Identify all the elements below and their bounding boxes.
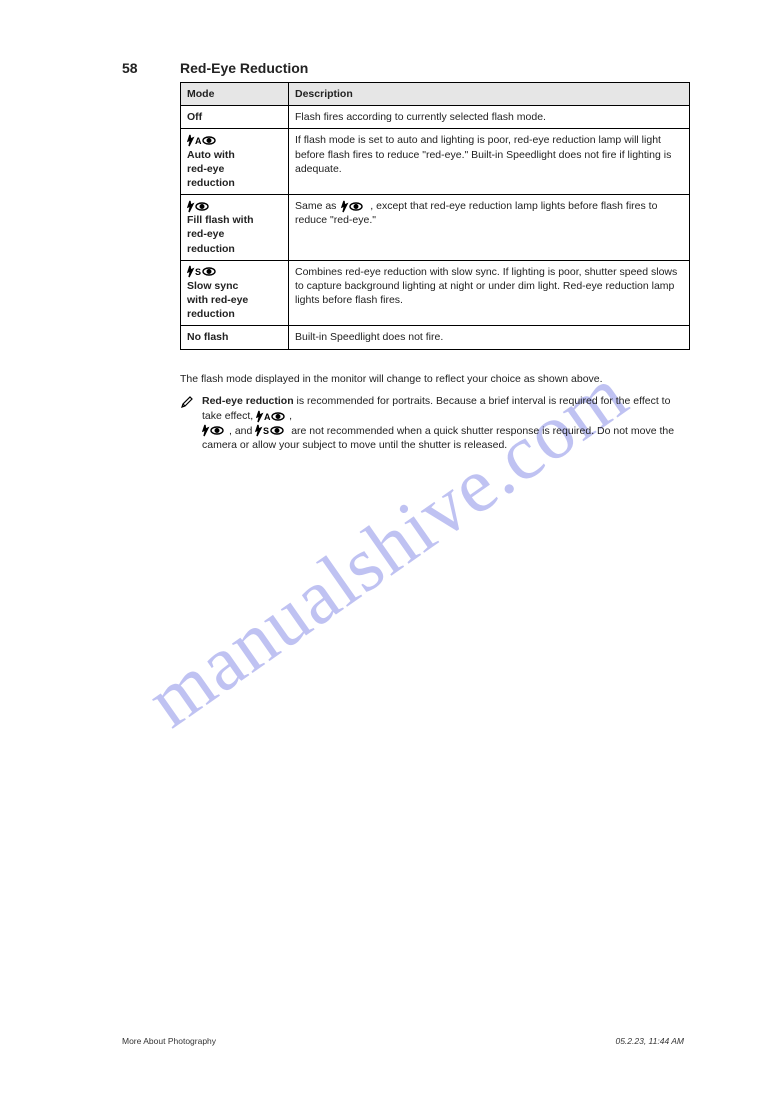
table-row: S Slow syncwith red-eyereduction Combine… (181, 260, 690, 326)
tip-text: Red-eye reduction is recommended for por… (202, 394, 690, 453)
flash-auto-redeye-icon: A (256, 410, 286, 423)
reflect-note: The flash mode displayed in the monitor … (180, 372, 690, 387)
col-header-desc: Description (289, 83, 690, 106)
flash-auto-redeye-icon: A (187, 134, 217, 147)
mode-cell: No flash (181, 326, 289, 349)
svg-text:A: A (195, 136, 202, 146)
flash-fill-redeye-icon (341, 200, 365, 213)
table-header-row: Mode Description (181, 83, 690, 106)
desc-cell: Flash fires according to currently selec… (289, 106, 690, 129)
mode-label: No flash (187, 331, 228, 343)
desc-cell: Combines red-eye reduction with slow syn… (289, 260, 690, 326)
flash-slow-redeye-icon: S (187, 265, 217, 278)
after-table-text: The flash mode displayed in the monitor … (180, 372, 690, 453)
table-row: Fill flash withred-eyereduction Same as … (181, 195, 690, 261)
desc-cell: Same as , except that red-eye reduction … (289, 195, 690, 261)
flash-fill-redeye-icon (187, 200, 211, 213)
page-content: 58 Red-Eye Reduction Mode Description Of… (0, 0, 774, 493)
table-row: No flash Built-in Speedlight does not fi… (181, 326, 690, 349)
desc-text-pre: Same as (295, 200, 336, 212)
table-row: Off Flash fires according to currently s… (181, 106, 690, 129)
footer-left: More About Photography (122, 1036, 216, 1046)
svg-text:S: S (195, 267, 201, 277)
flash-fill-redeye-icon (202, 424, 226, 437)
mode-cell: A Auto withred-eyereduction (181, 129, 289, 195)
col-header-mode: Mode (181, 83, 289, 106)
mode-label: Slow syncwith red-eyereduction (187, 279, 282, 322)
mode-cell: Off (181, 106, 289, 129)
tip-block: Red-eye reduction is recommended for por… (180, 394, 690, 453)
section-title: Red-Eye Reduction (180, 60, 684, 76)
mode-label: Fill flash withred-eyereduction (187, 213, 282, 256)
table-row: A Auto withred-eyereduction If flash mod… (181, 129, 690, 195)
svg-text:S: S (263, 426, 269, 436)
flash-slow-redeye-icon: S (255, 424, 285, 437)
mode-label: Off (187, 111, 202, 123)
page-footer: More About Photography 05.2.23, 11:44 AM (122, 1036, 684, 1046)
footer-right: 05.2.23, 11:44 AM (615, 1036, 684, 1046)
mode-cell: Fill flash withred-eyereduction (181, 195, 289, 261)
pencil-icon (180, 395, 194, 414)
flash-mode-table: Mode Description Off Flash fires accordi… (180, 82, 690, 350)
tip-mid: and (235, 425, 255, 437)
mode-cell: S Slow syncwith red-eyereduction (181, 260, 289, 326)
page-number: 58 (122, 60, 138, 76)
tip-label: Red-eye reduction (202, 395, 294, 407)
desc-cell: If flash mode is set to auto and lightin… (289, 129, 690, 195)
desc-cell: Built-in Speedlight does not fire. (289, 326, 690, 349)
svg-text:A: A (264, 412, 271, 422)
mode-label: Auto withred-eyereduction (187, 148, 282, 191)
